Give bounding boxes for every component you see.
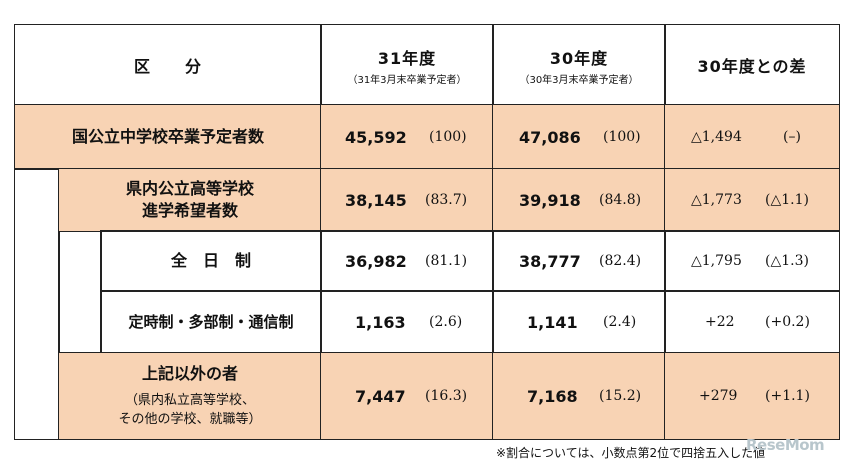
row-total-fy31-pct: (100): [429, 129, 467, 145]
header-division: 区 分: [14, 24, 322, 106]
row-total-diff: △1,494 (–): [664, 104, 840, 170]
header-fy31-label: 31年度: [377, 48, 437, 68]
row-others-diff: +279 (+1.1): [664, 352, 840, 440]
row-others-fy31-pct: (16.3): [425, 388, 468, 404]
row-total-diff-pct: (–): [783, 129, 801, 145]
row-fulltime-fy30: 38,777 (82.4): [492, 230, 666, 292]
row-parttime-fy31-value: 1,163: [355, 312, 406, 332]
row-total-diff-value: △1,494: [691, 129, 742, 145]
row-fulltime-diff-pct: (△1.3): [765, 253, 809, 269]
row-others-diff-value: +279: [699, 388, 738, 404]
indent-column-inner: [58, 230, 102, 354]
header-division-label: 区 分: [133, 57, 202, 76]
row-public-hs-fy30-pct: (84.8): [599, 192, 642, 208]
row-parttime-fy30: 1,141 (2.4): [492, 290, 666, 354]
row-parttime-fy30-value: 1,141: [527, 312, 578, 332]
row-others-fy30: 7,168 (15.2): [492, 352, 666, 440]
row-others-diff-pct: (+1.1): [765, 388, 810, 404]
row-parttime-diff: +22 (+0.2): [664, 290, 840, 354]
row-others-fy31-value: 7,447: [355, 386, 406, 406]
rounding-footnote: ※割合については、小数点第2位で四捨五入した値: [496, 446, 766, 460]
row-fulltime-text: 全 日 制: [170, 251, 251, 270]
row-parttime-diff-value: +22: [705, 314, 735, 330]
row-parttime-fy31: 1,163 (2.6): [320, 290, 494, 354]
row-total-fy30: 47,086 (100): [492, 104, 666, 170]
header-fy30: 30年度 （30年3月末卒業予定者）: [492, 24, 666, 106]
row-total-fy30-value: 47,086: [519, 127, 581, 147]
header-fy30-sub: （30年3月末卒業予定者）: [519, 74, 639, 86]
row-parttime-label: 定時制・多部制・通信制: [100, 290, 322, 354]
row-fulltime-fy31-value: 36,982: [345, 251, 407, 271]
header-diff: 30年度との差: [664, 24, 840, 106]
row-fulltime-fy31-pct: (81.1): [425, 253, 468, 269]
row-fulltime-fy30-value: 38,777: [519, 251, 581, 271]
row-total-fy31-value: 45,592: [345, 127, 407, 147]
row-parttime-fy31-pct: (2.6): [429, 314, 463, 330]
row-total-label: 国公立中学校卒業予定者数: [14, 104, 322, 170]
row-others-fy31: 7,447 (16.3): [320, 352, 494, 440]
indent-column-outer: [14, 168, 60, 440]
row-total-text: 国公立中学校卒業予定者数: [71, 127, 264, 146]
row-parttime-fy30-pct: (2.4): [603, 314, 637, 330]
row-others-line3: その他の学校、就職等）: [118, 412, 262, 427]
row-public-hs-line2: 進学希望者数: [141, 201, 238, 220]
row-fulltime-fy30-pct: (82.4): [599, 253, 642, 269]
header-fy31-sub: （31年3月末卒業予定者）: [347, 74, 467, 86]
row-public-hs-fy31-pct: (83.7): [425, 192, 468, 208]
row-public-hs-line1: 県内公立高等学校: [125, 179, 254, 198]
row-public-hs-label: 県内公立高等学校 進学希望者数: [58, 168, 322, 232]
row-parttime-diff-pct: (+0.2): [765, 314, 810, 330]
row-parttime-text: 定時制・多部制・通信制: [128, 313, 294, 331]
row-others-line1: 上記以外の者: [141, 364, 238, 383]
row-others-fy30-value: 7,168: [527, 386, 578, 406]
row-fulltime-label: 全 日 制: [100, 230, 322, 292]
header-diff-label: 30年度との差: [697, 57, 807, 76]
row-others-fy30-pct: (15.2): [599, 388, 642, 404]
row-fulltime-fy31: 36,982 (81.1): [320, 230, 494, 292]
row-public-hs-diff-value: △1,773: [691, 192, 742, 208]
row-public-hs-diff-pct: (△1.1): [765, 192, 809, 208]
row-others-line2: （県内私立高等学校、: [124, 393, 255, 408]
row-public-hs-diff: △1,773 (△1.1): [664, 168, 840, 232]
row-public-hs-fy30-value: 39,918: [519, 190, 581, 210]
row-total-fy31: 45,592 (100): [320, 104, 494, 170]
resemom-watermark-logo: ReseMom: [746, 436, 825, 454]
header-fy31: 31年度 （31年3月末卒業予定者）: [320, 24, 494, 106]
header-fy30-label: 30年度: [549, 48, 609, 68]
row-others-label: 上記以外の者 （県内私立高等学校、 その他の学校、就職等）: [58, 352, 322, 440]
row-public-hs-fy31-value: 38,145: [345, 190, 407, 210]
row-fulltime-diff: △1,795 (△1.3): [664, 230, 840, 292]
row-public-hs-fy31: 38,145 (83.7): [320, 168, 494, 232]
row-public-hs-fy30: 39,918 (84.8): [492, 168, 666, 232]
row-total-fy30-pct: (100): [603, 129, 641, 145]
row-fulltime-diff-value: △1,795: [691, 253, 742, 269]
